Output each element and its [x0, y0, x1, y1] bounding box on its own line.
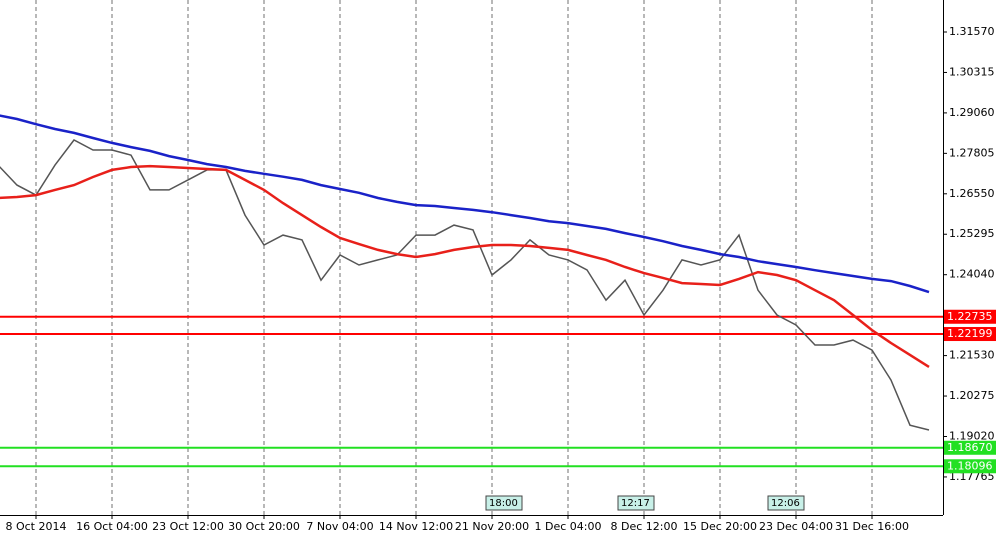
x-tick-label: 14 Nov 12:00 [379, 520, 453, 533]
y-tick-label: 1.27805 [949, 146, 995, 159]
level-label-box [944, 327, 996, 342]
x-tick-label: 23 Dec 04:00 [759, 520, 833, 533]
level-label: 1.18096 [947, 459, 993, 472]
annotation: 12:17 [621, 498, 650, 509]
annotation: 18:00 [489, 498, 518, 509]
level-label: 1.22199 [947, 327, 993, 340]
x-tick-label: 21 Nov 20:00 [455, 520, 529, 533]
y-tick-label: 1.19020 [949, 429, 995, 442]
x-tick-label: 7 Nov 04:00 [306, 520, 373, 533]
x-tick-label: 8 Oct 2014 [5, 520, 66, 533]
y-tick-label: 1.26550 [949, 187, 995, 200]
annotation-box [617, 495, 655, 511]
level-label-box [944, 459, 996, 474]
x-tick-label: 8 Dec 12:00 [611, 520, 678, 533]
level-label-box [944, 440, 996, 455]
x-tick-label: 30 Oct 20:00 [228, 520, 300, 533]
level-label-box [944, 309, 996, 324]
y-tick-label: 1.21530 [949, 349, 995, 362]
x-tick-label: 15 Dec 20:00 [683, 520, 757, 533]
y-tick-label: 1.31570 [949, 25, 995, 38]
y-tick-label: 1.30315 [949, 65, 995, 78]
level-label: 1.18670 [947, 441, 993, 454]
annotation-box [485, 495, 523, 511]
x-tick-label: 1 Dec 04:00 [535, 520, 602, 533]
y-tick-label: 1.24040 [949, 268, 995, 281]
series-line [0, 139, 930, 431]
y-tick-label: 1.20275 [949, 389, 995, 402]
x-tick-label: 23 Oct 12:00 [152, 520, 224, 533]
annotation: 12:06 [771, 498, 800, 509]
y-tick-label: 1.29060 [949, 106, 995, 119]
series-line [0, 164, 930, 368]
level-label: 1.22735 [947, 310, 993, 323]
x-tick-label: 16 Oct 04:00 [76, 520, 148, 533]
y-tick-label: 1.25295 [949, 227, 995, 240]
series-line [0, 114, 930, 294]
x-tick-label: 31 Dec 16:00 [835, 520, 909, 533]
annotation-box [767, 495, 805, 511]
